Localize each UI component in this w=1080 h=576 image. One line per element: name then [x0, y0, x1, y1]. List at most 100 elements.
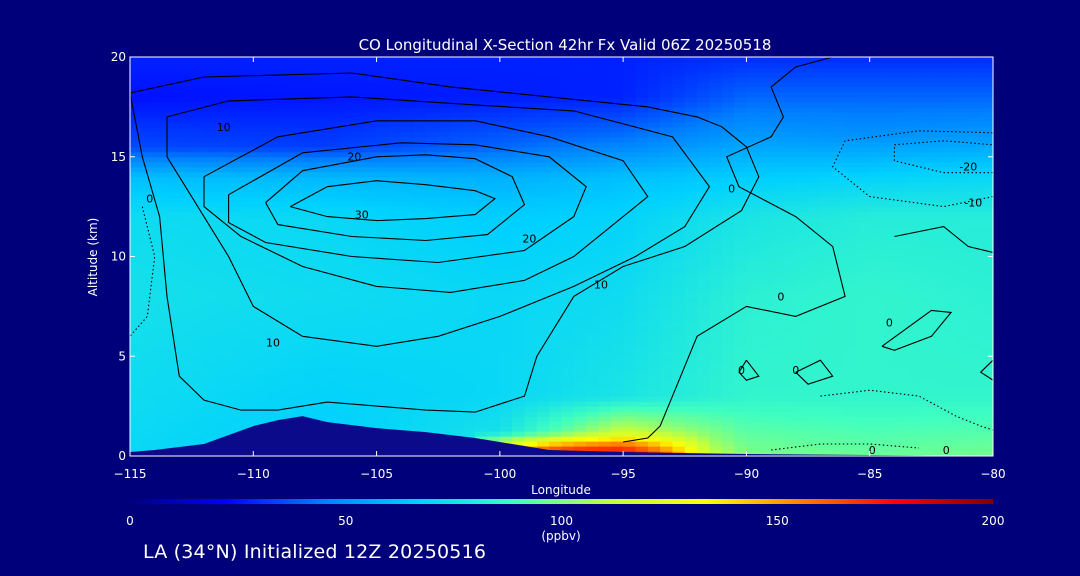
field-cell	[672, 116, 686, 123]
field-cell	[746, 371, 760, 377]
field-cell	[240, 261, 254, 268]
field-cell	[524, 286, 538, 293]
field-cell	[413, 221, 427, 228]
field-cell	[623, 336, 637, 342]
field-cell	[512, 351, 526, 357]
field-cell	[265, 346, 279, 352]
field-cell	[610, 146, 624, 153]
field-cell	[610, 341, 624, 347]
field-cell	[253, 81, 267, 88]
field-cell	[240, 316, 254, 322]
field-cell	[475, 241, 489, 248]
field-cell	[240, 191, 254, 198]
field-cell	[388, 171, 402, 178]
field-cell	[820, 406, 834, 412]
field-cell	[623, 326, 637, 332]
field-cell	[808, 446, 821, 452]
field-cell	[376, 286, 390, 293]
field-cell	[820, 211, 834, 218]
field-cell	[425, 321, 439, 327]
field-cell	[721, 416, 735, 422]
field-cell	[758, 306, 772, 312]
field-cell	[709, 386, 723, 392]
field-cell	[697, 81, 711, 88]
field-cell	[549, 131, 563, 138]
field-cell	[549, 181, 563, 188]
field-cell	[512, 316, 526, 322]
field-cell	[684, 251, 698, 258]
field-cell	[499, 206, 513, 213]
field-cell	[832, 276, 846, 283]
field-cell	[203, 86, 217, 93]
field-cell	[339, 251, 353, 258]
field-cell	[684, 336, 698, 342]
field-cell	[179, 411, 193, 417]
field-cell	[228, 296, 242, 302]
field-cell	[586, 66, 600, 73]
field-cell	[561, 311, 575, 317]
field-cell	[179, 261, 193, 268]
field-cell	[635, 66, 649, 73]
field-cell	[179, 311, 193, 317]
field-cell	[832, 436, 846, 442]
field-cell	[746, 181, 760, 188]
field-cell	[228, 236, 242, 243]
field-cell	[462, 346, 476, 352]
field-cell	[142, 321, 156, 327]
field-cell	[512, 301, 526, 307]
field-cell	[845, 416, 858, 422]
field-cell	[376, 201, 390, 208]
field-cell	[191, 381, 205, 387]
field-cell	[265, 311, 279, 317]
field-cell	[524, 161, 538, 168]
field-cell	[425, 191, 439, 198]
field-cell	[746, 446, 760, 452]
field-cell	[635, 296, 649, 302]
field-cell	[672, 356, 686, 362]
field-cell	[314, 296, 328, 302]
field-cell	[327, 221, 341, 228]
field-cell	[882, 386, 895, 392]
field-cell	[771, 201, 785, 208]
field-cell	[277, 216, 291, 223]
field-cell	[314, 71, 328, 78]
field-cell	[672, 376, 686, 382]
field-cell	[216, 256, 230, 263]
field-cell	[672, 91, 686, 98]
field-cell	[438, 211, 452, 218]
field-cell	[166, 111, 180, 118]
field-cell	[314, 241, 328, 248]
field-cell	[882, 406, 895, 412]
field-cell	[475, 301, 489, 307]
field-cell	[549, 171, 563, 178]
field-cell	[635, 76, 649, 83]
field-cell	[635, 86, 649, 93]
field-cell	[783, 211, 797, 218]
field-cell	[512, 81, 526, 88]
field-cell	[512, 381, 526, 387]
field-cell	[561, 281, 575, 288]
field-cell	[635, 376, 649, 382]
field-cell	[684, 401, 698, 407]
field-cell	[364, 61, 378, 68]
field-cell	[869, 246, 883, 253]
field-cell	[795, 171, 809, 178]
field-cell	[697, 406, 711, 412]
field-cell	[425, 401, 439, 407]
field-cell	[216, 241, 230, 248]
field-cell	[697, 336, 711, 342]
field-cell	[450, 146, 464, 153]
field-cell	[438, 186, 452, 193]
field-cell	[709, 326, 723, 332]
field-cell	[228, 356, 242, 362]
field-cell	[203, 81, 217, 88]
field-cell	[610, 186, 624, 193]
field-cell	[536, 221, 550, 228]
field-cell	[820, 351, 834, 357]
field-cell	[536, 236, 550, 243]
field-cell	[499, 411, 513, 417]
field-cell	[475, 176, 489, 183]
field-cell	[758, 331, 772, 337]
field-cell	[388, 401, 402, 407]
field-cell	[302, 386, 316, 392]
